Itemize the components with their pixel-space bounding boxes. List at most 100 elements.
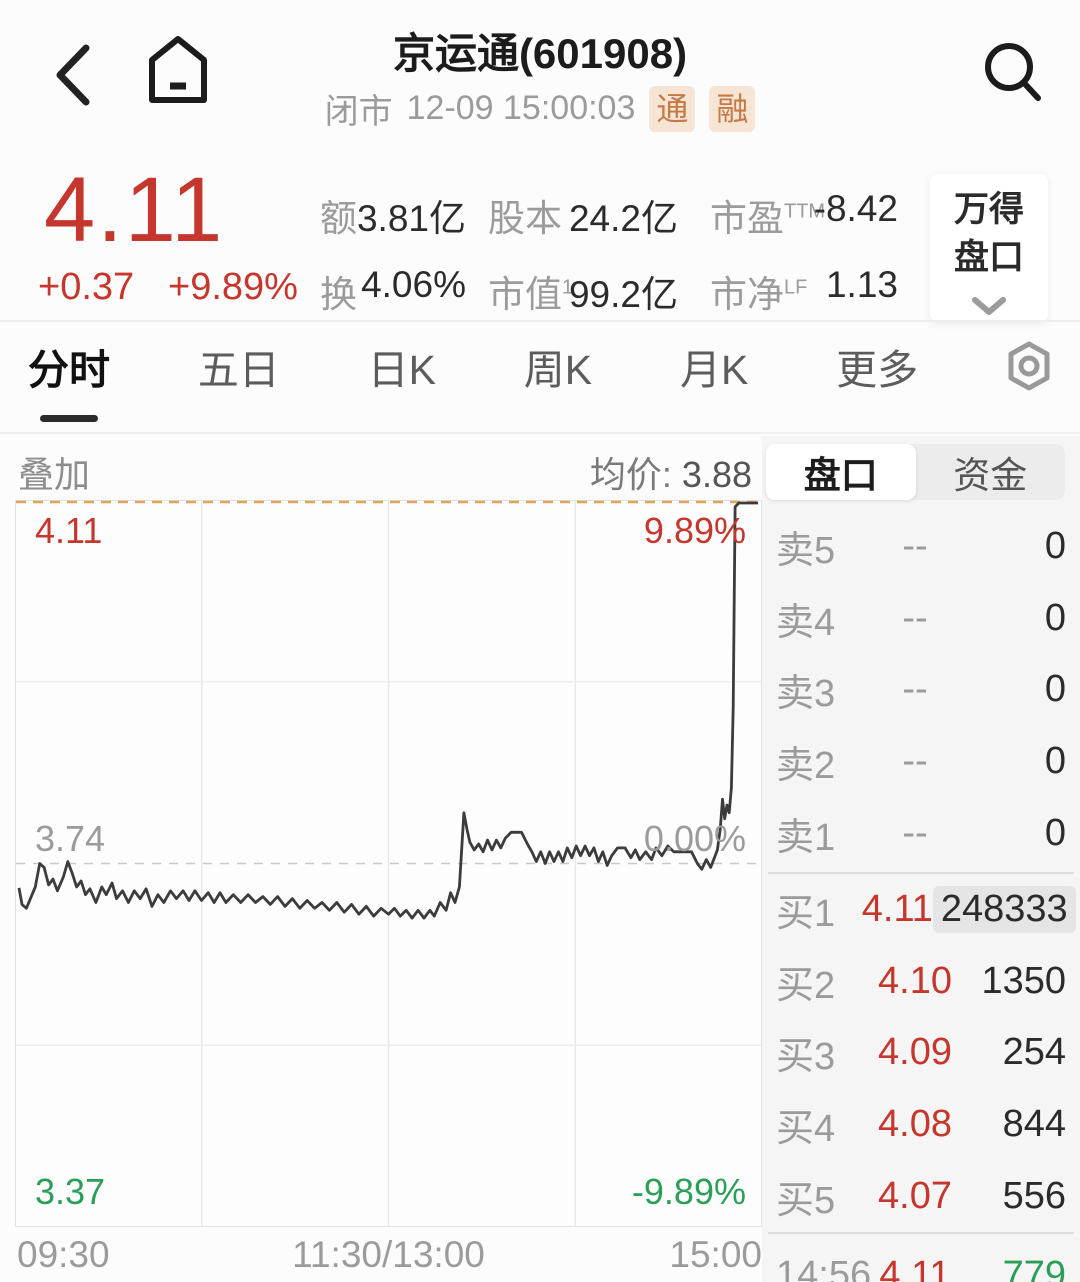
- tab-orderbook[interactable]: 盘口: [766, 444, 916, 500]
- bid-volume: 1350: [981, 959, 1066, 1002]
- bid-price: 4.08: [878, 1103, 952, 1146]
- ask-volume: 0: [1044, 668, 1066, 711]
- tab-more[interactable]: 更多: [836, 347, 919, 393]
- bid-row-1[interactable]: 买1 4.11 248333: [762, 874, 1080, 946]
- ask-row-2[interactable]: 卖2 -- 0: [762, 726, 1080, 798]
- chart-low-pct-label: -9.89%: [631, 1171, 746, 1212]
- search-button[interactable]: [982, 40, 1044, 109]
- bid-volume: 844: [1002, 1103, 1066, 1146]
- stat-pe-ttm-value: -8.42: [813, 188, 898, 229]
- minute-chart-canvas: [15, 500, 762, 1227]
- stat-share-capital-value: 24.2亿: [568, 198, 678, 239]
- last-price: 4.11: [44, 159, 225, 261]
- price-change: +0.37: [38, 266, 135, 308]
- x-tick-close: 15:00: [669, 1234, 762, 1275]
- ask-level: 卖3: [776, 673, 836, 716]
- ask-rows: 卖5 -- 0 卖4 -- 0 卖3 -- 0 卖2 -- 0 卖1 --: [762, 511, 1080, 869]
- home-button[interactable]: [146, 34, 210, 113]
- tab-daily-k[interactable]: 日K: [367, 347, 436, 393]
- stat-share-capital: 股本: [488, 198, 562, 239]
- ask-volume: 0: [1044, 740, 1066, 783]
- bid-level: 买4: [776, 1108, 836, 1151]
- chart-high-pct-label: 9.89%: [643, 510, 746, 551]
- tab-capital-flow[interactable]: 资金: [953, 455, 1028, 496]
- ask-level: 卖4: [776, 601, 836, 644]
- bid-row-5[interactable]: 买5 4.07 556: [762, 1160, 1080, 1232]
- bid-price: 4.07: [878, 1174, 952, 1217]
- period-tabs: 分时 五日 日K 周K 月K 更多: [0, 336, 1080, 422]
- back-chevron-icon: [56, 44, 90, 106]
- bid-level: 买5: [776, 1179, 836, 1222]
- bid-price: 4.10: [878, 959, 952, 1002]
- ask-level: 卖2: [776, 745, 836, 788]
- ask-level: 卖1: [776, 816, 836, 859]
- bid-price: 4.11: [861, 888, 933, 931]
- ask-row-1[interactable]: 卖1 -- 0: [762, 797, 1080, 869]
- tab-minute[interactable]: 分时: [28, 336, 110, 422]
- average-price: 均价: 3.88: [589, 454, 752, 495]
- orderbook-tabs: 盘口 资金: [766, 444, 1065, 500]
- ask-price: --: [902, 740, 928, 783]
- ask-volume: 0: [1044, 596, 1066, 639]
- minute-chart[interactable]: 4.11 9.89% 3.74 0.00% 3.37 -9.89%: [15, 500, 762, 1227]
- stat-turnover-rate-value: 4.06%: [361, 264, 466, 305]
- stat-pb-lf-value: 1.13: [825, 264, 898, 305]
- ask-row-5[interactable]: 卖5 -- 0: [762, 511, 1080, 583]
- price-line: [17, 501, 758, 920]
- divider: [0, 320, 1080, 322]
- tab-monthly-k[interactable]: 月K: [679, 347, 749, 393]
- badge-tong: 通: [649, 85, 696, 132]
- chart-low-price-label: 3.37: [35, 1171, 106, 1212]
- overlay-button[interactable]: 叠加: [18, 454, 91, 495]
- bid-level: 买1: [776, 893, 836, 936]
- chart-settings-button[interactable]: [1006, 340, 1052, 419]
- stat-pe-ttm: 市盈TTM: [710, 198, 826, 239]
- stat-market-cap: 市值1: [488, 274, 574, 315]
- chevron-down-icon: [972, 297, 1006, 315]
- ask-price: --: [902, 596, 928, 639]
- bid-volume: 556: [1002, 1174, 1066, 1217]
- trade-time: 14:56: [776, 1254, 872, 1282]
- orderbook-divider: [768, 872, 1074, 874]
- badge-rong: 融: [709, 85, 756, 132]
- trade-price: 4.11: [879, 1254, 951, 1282]
- page-title: 京运通(601908): [392, 30, 688, 77]
- wind-button-line2: 盘口: [953, 238, 1024, 277]
- wind-orderbook-button[interactable]: 万得 盘口: [930, 174, 1048, 322]
- tab-5day[interactable]: 五日: [197, 347, 280, 393]
- stat-turnover: 额: [320, 198, 357, 239]
- bid-level: 买2: [776, 964, 836, 1007]
- bid-row-4[interactable]: 买4 4.08 844: [762, 1089, 1080, 1161]
- bid-rows: 买1 4.11 248333 买2 4.10 1350 买3 4.09 254 …: [762, 874, 1080, 1232]
- ask-row-3[interactable]: 卖3 -- 0: [762, 654, 1080, 726]
- chart-mid-price-label: 3.74: [35, 818, 106, 859]
- tab-weekly-k[interactable]: 周K: [523, 347, 593, 393]
- ask-volume: 0: [1044, 811, 1066, 854]
- orderbook-panel: 盘口 资金 卖5 -- 0 卖4 -- 0 卖3 -- 0 卖2 -- 0: [762, 436, 1080, 1282]
- ask-price: --: [902, 811, 928, 854]
- ask-price: --: [902, 525, 928, 568]
- home-icon: [149, 36, 207, 103]
- stat-pb-lf: 市净LF: [710, 274, 808, 315]
- ask-row-4[interactable]: 卖4 -- 0: [762, 583, 1080, 655]
- bid-row-2[interactable]: 买2 4.10 1350: [762, 946, 1080, 1018]
- stat-turnover-rate: 换: [320, 274, 357, 315]
- bid-row-3[interactable]: 买3 4.09 254: [762, 1017, 1080, 1089]
- chart-high-price-label: 4.11: [35, 510, 103, 551]
- stat-turnover-value: 3.81亿: [356, 198, 466, 239]
- wind-button-line1: 万得: [953, 190, 1024, 229]
- search-icon: [985, 43, 1041, 101]
- x-tick-open: 09:30: [17, 1234, 110, 1275]
- back-button[interactable]: [50, 42, 96, 113]
- trade-volume: 779: [1002, 1254, 1066, 1282]
- ask-level: 卖5: [776, 530, 836, 573]
- ask-price: --: [902, 668, 928, 711]
- bid-level: 买3: [776, 1036, 836, 1079]
- divider: [0, 432, 1080, 434]
- market-status: 闭市: [324, 93, 393, 131]
- bid-volume: 248333: [932, 886, 1076, 934]
- last-trade-rows: 14:56 4.11 779: [762, 1240, 1080, 1282]
- last-trade-row[interactable]: 14:56 4.11 779: [762, 1240, 1080, 1282]
- chart-mid-pct-label: 0.00%: [643, 818, 746, 859]
